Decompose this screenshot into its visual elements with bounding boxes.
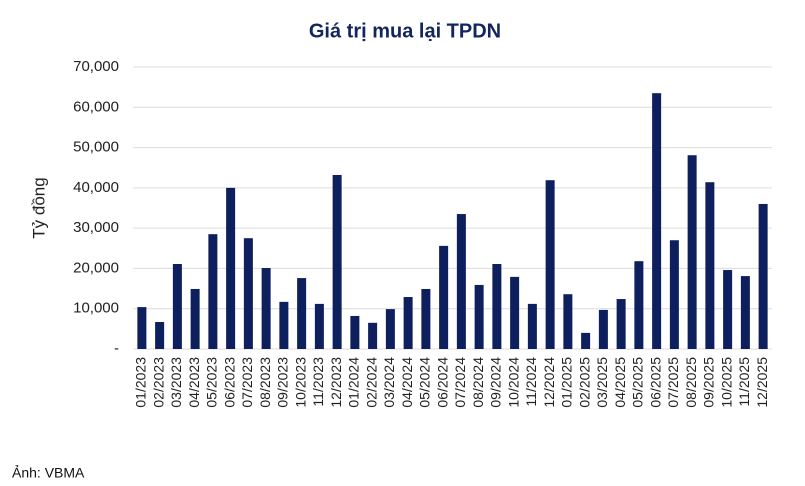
bar (510, 276, 520, 349)
bar (634, 261, 644, 349)
y-tick-label: 30,000 (73, 219, 119, 236)
bar (350, 315, 360, 349)
bar (616, 299, 626, 349)
x-tick-label: 09/2024 (488, 357, 504, 408)
bar (190, 288, 200, 349)
x-tick-label: 04/2023 (186, 357, 202, 408)
x-tick-label: 08/2023 (257, 357, 273, 408)
bar (652, 93, 662, 349)
y-tick-label: 70,000 (73, 58, 119, 75)
x-tick-label: 01/2025 (559, 357, 575, 408)
x-tick-label: 07/2025 (665, 357, 681, 408)
bar (385, 309, 395, 349)
y-tick-label: 40,000 (73, 179, 119, 196)
x-tick-label: 12/2023 (328, 357, 344, 408)
x-tick-label: 05/2024 (417, 357, 433, 408)
bar (314, 303, 324, 349)
y-axis-label: Tỷ đồng (29, 177, 48, 238)
bar (243, 238, 253, 349)
y-tick-label: 10,000 (73, 300, 119, 317)
x-tick-label: 12/2025 (754, 357, 770, 408)
bar (758, 203, 768, 349)
x-tick-label: 11/2023 (310, 357, 326, 407)
bar (421, 288, 431, 349)
x-tick-label: 09/2025 (701, 357, 717, 408)
x-tick-label: 05/2025 (630, 357, 646, 408)
bar (581, 332, 591, 349)
x-tick-label: 01/2023 (133, 357, 149, 408)
y-tick-label: 20,000 (73, 259, 119, 276)
x-tick-label: 06/2025 (647, 357, 663, 408)
x-tick-label: 02/2025 (576, 357, 592, 408)
bar (155, 322, 165, 349)
bar (332, 174, 342, 349)
x-tick-label: 08/2024 (470, 357, 486, 408)
x-tick-label: 03/2024 (381, 357, 397, 408)
x-tick-label: 07/2024 (452, 357, 468, 408)
y-tick-label: 50,000 (73, 139, 119, 156)
x-tick-label: 02/2023 (150, 357, 166, 408)
bar (723, 270, 733, 349)
y-tick-label: 60,000 (73, 98, 119, 115)
x-tick-label: 08/2025 (683, 357, 699, 408)
x-tick-label: 03/2023 (168, 357, 184, 408)
x-tick-label: 11/2024 (523, 357, 539, 407)
bar (598, 309, 608, 349)
x-tick-label: 11/2025 (736, 357, 752, 407)
bar (456, 214, 466, 349)
bar (687, 155, 697, 349)
bar (226, 187, 236, 349)
x-tick-label: 12/2024 (541, 357, 557, 408)
x-tick-label: 04/2024 (399, 357, 415, 408)
bar (439, 245, 449, 349)
x-tick-label: 03/2025 (594, 357, 610, 408)
bar (545, 180, 555, 349)
x-tick-label: 05/2023 (204, 357, 220, 408)
x-tick-label: 06/2024 (434, 357, 450, 408)
bar (261, 268, 271, 349)
bar (492, 263, 502, 349)
bar (403, 297, 413, 349)
x-tick-label: 10/2024 (505, 357, 521, 408)
bar (563, 294, 573, 349)
x-tick-label: 02/2024 (363, 357, 379, 408)
x-tick-label: 04/2025 (612, 357, 628, 408)
caption: Ảnh: VBMA (12, 465, 85, 481)
bar (527, 303, 537, 349)
y-tick-label: - (114, 340, 119, 357)
bar (474, 284, 484, 349)
bar (172, 263, 182, 349)
bar (705, 182, 715, 349)
bar (297, 278, 307, 349)
bar (279, 301, 289, 349)
x-tick-label: 01/2024 (346, 357, 362, 408)
chart-title: Giá trị mua lại TPDN (309, 20, 501, 42)
bar (740, 276, 750, 349)
x-tick-label: 10/2023 (292, 357, 308, 408)
bar (137, 307, 147, 349)
x-tick-label: 10/2025 (718, 357, 734, 408)
bar (368, 322, 378, 349)
bar (208, 234, 218, 349)
x-tick-label: 07/2023 (239, 357, 255, 408)
x-tick-label: 09/2023 (275, 357, 291, 408)
x-tick-label: 06/2023 (221, 357, 237, 408)
bar (669, 240, 679, 349)
